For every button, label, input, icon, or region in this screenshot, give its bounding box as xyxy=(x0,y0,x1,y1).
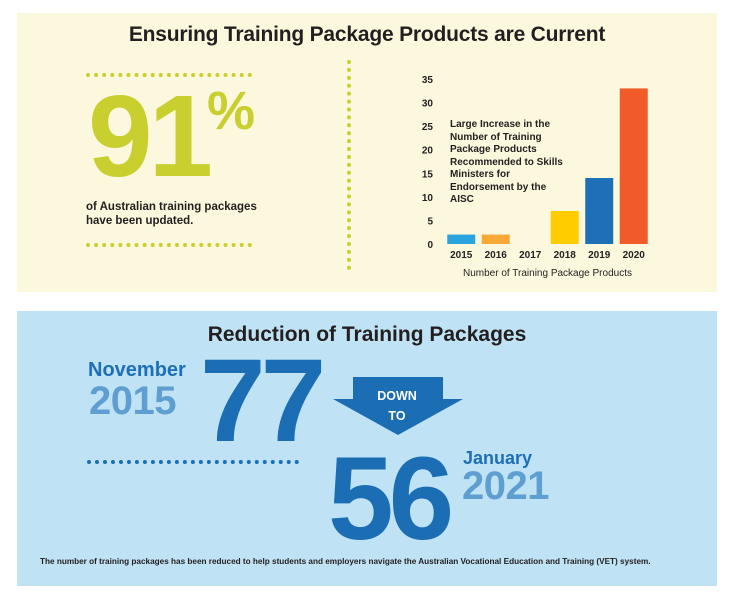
bar-2015 xyxy=(447,234,476,244)
x-tick-label: 2018 xyxy=(554,250,577,261)
dotted-divider-bottom xyxy=(86,243,252,247)
chart-annotation: Large Increase in the Number of Training… xyxy=(450,119,563,205)
products-bar-chart: 0 5 10 15 20 25 30 35 2015 2016 2017 2018 2019 2020 Nu… xyxy=(422,75,648,279)
y-tick-label: 5 xyxy=(427,216,433,227)
bar-2018 xyxy=(550,211,579,244)
down-arrow-icon xyxy=(333,377,463,435)
y-tick-label: 0 xyxy=(427,240,433,251)
x-tick-label: 2017 xyxy=(519,250,542,261)
dotted-divider-top xyxy=(86,73,252,77)
y-tick-label: 10 xyxy=(422,193,434,204)
to-year: 2021 xyxy=(462,464,549,508)
arrow-label: DOWN TO xyxy=(362,386,432,426)
y-tick-label: 35 xyxy=(422,75,434,86)
x-tick-label: 2015 xyxy=(450,250,473,261)
y-tick-label: 25 xyxy=(422,122,434,133)
stat-value: 91 xyxy=(88,71,213,201)
reduction-panel: Reduction of Training Packages xyxy=(17,311,717,586)
bar-2016 xyxy=(481,234,510,244)
arrow-label-line1: DOWN xyxy=(377,389,417,403)
y-tick-label: 30 xyxy=(422,99,434,110)
stat-caption: of Australian training packages have bee… xyxy=(86,201,257,227)
arrow-label-line2: TO xyxy=(388,409,406,423)
to-month: January xyxy=(463,448,533,468)
dotted-divider-blue xyxy=(87,460,299,464)
dotted-divider-vertical xyxy=(347,60,351,270)
bar-2019 xyxy=(585,178,614,244)
to-value: 56 xyxy=(328,433,454,565)
x-tick-label: 2020 xyxy=(623,250,646,261)
from-month: November xyxy=(88,359,186,381)
y-tick-label: 20 xyxy=(422,146,434,157)
from-year: 2015 xyxy=(89,379,176,423)
panel-title: Ensuring Training Package Products are C… xyxy=(128,23,606,46)
bar-2020 xyxy=(619,88,648,244)
panel-title-reduction: Reduction of Training Packages xyxy=(207,323,527,346)
stat-unit: % xyxy=(207,81,256,141)
x-tick-label: 2019 xyxy=(588,250,611,261)
footnote: The number of training packages has been… xyxy=(40,557,651,566)
x-axis-label: Number of Training Package Products xyxy=(463,268,632,279)
x-tick-label: 2016 xyxy=(485,250,508,261)
y-tick-label: 15 xyxy=(422,169,434,180)
from-value: 77 xyxy=(200,335,326,467)
